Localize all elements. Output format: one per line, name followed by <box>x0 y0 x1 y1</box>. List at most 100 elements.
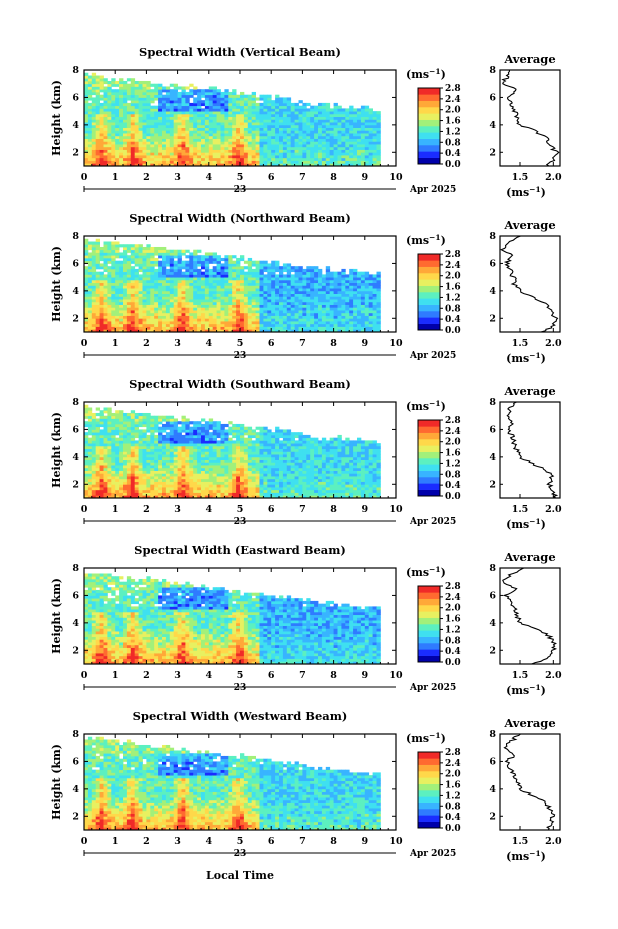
heatmap-cell <box>84 318 89 322</box>
heatmap-cell <box>130 410 136 414</box>
heatmap-cell <box>271 326 276 330</box>
heatmap-cell <box>251 329 256 333</box>
heatmap-cell <box>126 266 132 270</box>
heatmap-cell <box>236 127 241 131</box>
heatmap-cell <box>310 135 315 139</box>
heatmap-cell <box>150 282 155 286</box>
heatmap-cell <box>142 100 147 104</box>
heatmap-cell <box>107 116 112 120</box>
heatmap-cell <box>84 296 89 300</box>
colorbar-tick-label: 2.0 <box>445 106 461 116</box>
heatmap-cell <box>286 271 292 275</box>
heatmap-cell <box>368 323 373 327</box>
heatmap-cell <box>216 138 221 142</box>
heatmap-cell <box>142 467 147 471</box>
heatmap-cell <box>216 94 221 98</box>
average-profile-line <box>501 69 560 167</box>
heatmap-cell <box>150 133 155 137</box>
heatmap-cell <box>173 274 178 278</box>
heatmap-cell <box>255 141 260 145</box>
heatmap-cell <box>173 252 178 256</box>
heatmap-cell <box>150 478 155 482</box>
heatmap-cell <box>154 83 159 87</box>
heatmap-cell <box>87 465 93 469</box>
heatmap-cell <box>177 149 182 153</box>
heatmap-cell <box>341 296 346 300</box>
day-label: 23 <box>234 351 247 361</box>
heatmap-cell <box>220 271 225 275</box>
heatmap-cell <box>91 489 97 493</box>
heatmap-cell <box>240 323 245 327</box>
heatmap-cell <box>243 304 249 308</box>
heatmap-cell <box>267 271 272 275</box>
heatmap-cell <box>318 329 323 333</box>
heatmap-cell <box>87 473 93 477</box>
heatmap-cell <box>126 149 132 153</box>
heatmap-cell <box>204 282 210 286</box>
heatmap-cell <box>181 301 186 305</box>
heatmap-cell <box>177 277 182 281</box>
heatmap-cell <box>286 141 292 145</box>
heatmap-cell <box>368 149 373 153</box>
heatmap-cell <box>107 478 112 482</box>
heatmap-cell <box>306 135 311 139</box>
heatmap-cell <box>99 277 104 281</box>
heatmap-cell <box>130 492 136 496</box>
heatmap-cell <box>185 135 190 139</box>
heatmap-cell <box>177 124 182 128</box>
heatmap-cell <box>130 462 136 466</box>
heatmap-cell <box>158 448 163 452</box>
heatmap-cell <box>119 285 124 289</box>
heatmap-cell <box>372 288 377 292</box>
heatmap-cell <box>142 141 147 145</box>
heatmap-cell <box>372 157 377 161</box>
heatmap-cell <box>259 157 264 161</box>
heatmap-cell <box>177 290 182 294</box>
heatmap-cell <box>376 127 381 131</box>
heatmap-cell <box>142 312 147 316</box>
heatmap-cell <box>364 155 370 159</box>
heatmap-cell <box>286 304 292 308</box>
heatmap-cell <box>146 146 151 150</box>
heatmap-cell <box>302 102 307 107</box>
heatmap-cell <box>376 310 381 314</box>
heatmap-cell <box>290 307 295 311</box>
heatmap-cell <box>376 323 381 327</box>
heatmap-cell <box>208 102 214 107</box>
colorbar-swatch <box>418 273 440 280</box>
heatmap-cell <box>123 288 128 292</box>
heatmap-cell <box>243 97 249 101</box>
heatmap-cell <box>197 263 202 267</box>
heatmap-cell <box>138 108 143 112</box>
heatmap-cell <box>126 448 132 452</box>
heatmap-cell <box>220 155 225 159</box>
heatmap-cell <box>329 326 334 330</box>
heatmap-cell <box>115 141 120 145</box>
heatmap-cell <box>84 407 89 411</box>
heatmap-cell <box>87 116 93 120</box>
heatmap-cell <box>138 282 143 286</box>
heatmap-cell <box>197 323 202 327</box>
heatmap-cell <box>91 135 97 139</box>
heatmap-cell <box>115 443 120 447</box>
heatmap-cell <box>134 152 139 156</box>
heatmap-cell <box>259 105 264 109</box>
heatmap-cell <box>360 293 366 297</box>
heatmap-cell <box>255 144 260 148</box>
heatmap-cell <box>123 157 128 161</box>
heatmap-cell <box>126 108 132 112</box>
heatmap-cell <box>255 111 260 115</box>
heatmap-cell <box>146 271 151 275</box>
heatmap-cell <box>216 133 221 137</box>
heatmap-cell <box>87 459 93 463</box>
heatmap-cell <box>189 111 194 115</box>
heatmap-cell <box>142 323 147 327</box>
colorbar-swatch <box>418 266 440 274</box>
heatmap-cell <box>232 108 237 112</box>
heatmap-cell <box>138 146 143 150</box>
heatmap-cell <box>119 481 124 485</box>
heatmap-cell <box>130 487 136 491</box>
heatmap-cell <box>111 282 116 286</box>
heatmap-cell <box>169 296 175 300</box>
heatmap-cell <box>126 454 132 458</box>
